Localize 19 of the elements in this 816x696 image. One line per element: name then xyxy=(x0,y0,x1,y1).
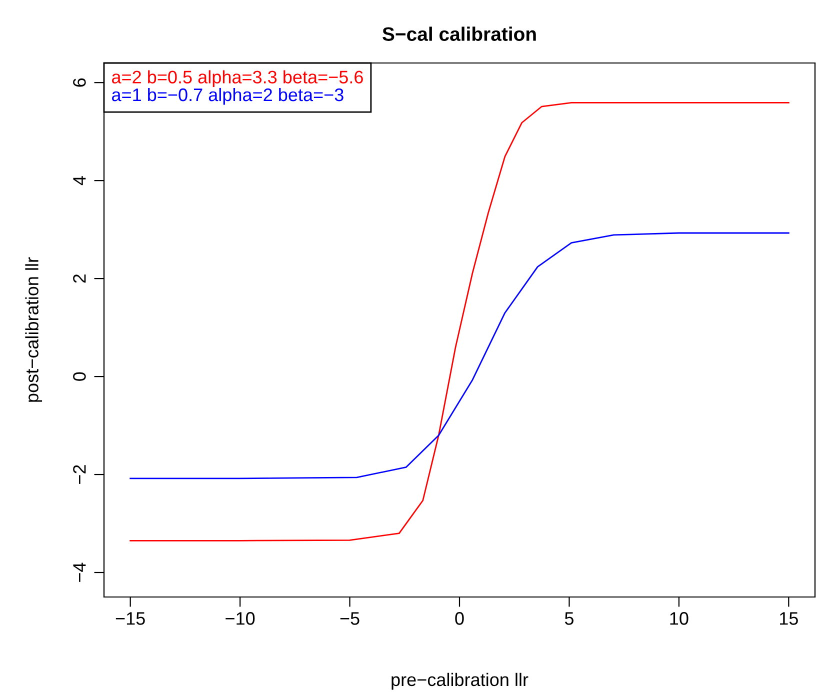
y-axis-title: post−calibration llr xyxy=(25,257,42,402)
line-series xyxy=(130,232,790,480)
text: a=2 b=0.5 alpha=3.3 beta=−5.6 xyxy=(112,70,363,88)
y-tick-label: −2 xyxy=(73,465,86,484)
x-tick-label: 10 xyxy=(670,612,688,625)
y-tick-label: 0 xyxy=(73,372,86,381)
x-tick-label: −10 xyxy=(226,612,255,625)
y-tick-label: 2 xyxy=(73,274,86,283)
x-tick-label: 15 xyxy=(780,612,798,625)
y-tick-label: 4 xyxy=(73,176,86,186)
x-tick-label: −5 xyxy=(340,612,360,625)
x-axis-title: pre−calibration llr xyxy=(392,672,528,690)
y-tick-label: −4 xyxy=(73,562,86,582)
y-tick-label: 6 xyxy=(73,78,86,87)
x-tick-label: −15 xyxy=(116,612,145,625)
x-tick-label: 5 xyxy=(564,612,574,625)
chart-title: S−cal calibration xyxy=(382,26,536,41)
text: a=1 b=−0.7 alpha=2 beta=−3 xyxy=(112,88,344,105)
x-tick-label: 0 xyxy=(455,612,464,625)
